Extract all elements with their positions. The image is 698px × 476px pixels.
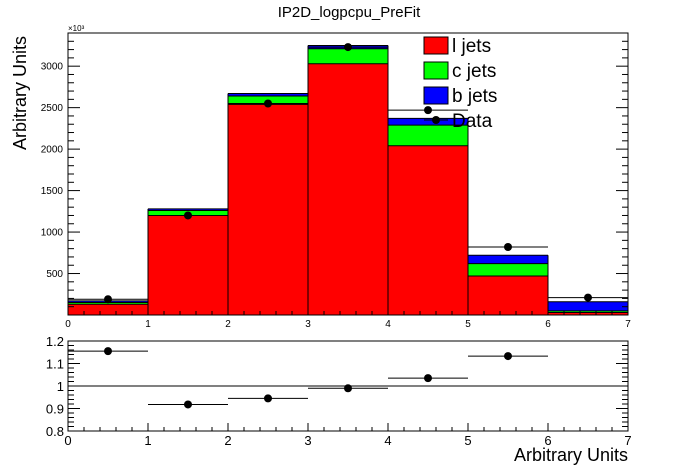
- x-tick-label: 3: [305, 319, 311, 330]
- ratio-y-tick-label: 1.2: [46, 334, 64, 349]
- bar-l-jets-bin-1: [148, 215, 228, 315]
- data-point-0: [104, 295, 112, 304]
- ratio-x-tick-label: 4: [384, 433, 391, 448]
- ratio-x-tick-label: 6: [544, 433, 551, 448]
- ratio-y-tick-label: 1.1: [46, 357, 64, 372]
- data-point-4: [424, 106, 432, 115]
- bar-b-jets-bin-4: [388, 118, 468, 126]
- ratio-x-tick-label: 2: [224, 433, 231, 448]
- y-tick-label: 3000: [41, 62, 64, 73]
- y-axis-multiplier: ×10³: [68, 24, 85, 33]
- bar-b-jets-bin-2: [228, 93, 308, 97]
- bar-c-jets-bin-0: [68, 302, 148, 305]
- x-tick-label: 6: [545, 319, 551, 330]
- bar-l-jets-bin-3: [308, 63, 388, 316]
- main-plot-area: 500 1000 1500 2000 2500 3000 0 1 2 3 4 5 6 7: [41, 32, 631, 330]
- x-tick-label: 0: [65, 319, 71, 330]
- ratio-y-tick-label: 0.9: [46, 402, 64, 417]
- legend-data-marker: [432, 116, 440, 124]
- x-tick-label: 1: [145, 319, 151, 330]
- bar-c-jets-bin-6: [548, 310, 628, 313]
- legend-label-c-jets: c jets: [452, 61, 496, 82]
- ratio-x-tick-label: 7: [624, 433, 631, 448]
- y-tick-label: 2000: [41, 145, 64, 156]
- ratio-point-2: [264, 394, 272, 403]
- data-point-6: [584, 293, 592, 302]
- ratio-point-5: [504, 352, 512, 361]
- bar-l-jets-bin-0: [68, 304, 148, 315]
- data-point-2: [264, 99, 272, 108]
- bar-l-jets-bin-5: [468, 276, 548, 315]
- legend-label-b-jets: b jets: [452, 86, 497, 107]
- bar-l-jets-bin-6: [548, 312, 628, 315]
- ratio-point-3: [344, 384, 352, 393]
- y-tick-label: 2500: [41, 103, 64, 114]
- ratio-plot-area: 0.8 0.9 1 1.1 1.2 0 1 2 3 4 5 6 7: [46, 334, 632, 448]
- ratio-x-axis-title: Arbitrary Units: [514, 445, 628, 465]
- bar-c-jets-bin-3: [308, 48, 388, 64]
- ratio-x-tick-label: 5: [464, 433, 471, 448]
- bar-b-jets-bin-5: [468, 255, 548, 264]
- bar-c-jets-bin-4: [388, 125, 468, 146]
- ratio-x-tick-label: 1: [144, 433, 151, 448]
- data-point-5: [504, 242, 512, 251]
- data-point-1: [184, 211, 192, 220]
- bar-b-jets-bin-1: [148, 208, 228, 211]
- y-tick-label: 1500: [41, 186, 64, 197]
- x-tick-label: 2: [225, 319, 231, 330]
- ratio-y-tick-label: 1: [57, 379, 64, 394]
- legend-swatch-b-jets: [423, 86, 449, 105]
- ratio-point-4: [424, 374, 432, 383]
- ratio-point-0: [104, 347, 112, 356]
- legend: l jets c jets b jets Data: [423, 36, 497, 132]
- legend-swatch-c-jets: [423, 61, 449, 80]
- bar-b-jets-bin-6: [548, 301, 628, 311]
- y-tick-label: 1000: [41, 228, 64, 239]
- data-point-3: [344, 43, 352, 52]
- ratio-x-tick-label: 3: [304, 433, 311, 448]
- bar-l-jets-bin-2: [228, 104, 308, 316]
- legend-swatch-l-jets: [423, 36, 449, 55]
- x-tick-label: 5: [465, 319, 471, 330]
- y-axis-title: Arbitrary Units: [10, 36, 30, 150]
- legend-label-l-jets: l jets: [452, 36, 491, 57]
- chart-title: IP2D_logpcpu_PreFit: [278, 4, 421, 21]
- y-tick-label: 500: [46, 269, 63, 280]
- legend-label-Data: Data: [452, 111, 493, 132]
- ratio-y-tick-label: 0.8: [46, 424, 64, 439]
- bar-l-jets-bin-4: [388, 145, 468, 315]
- bar-c-jets-bin-5: [468, 263, 548, 277]
- x-tick-label: 4: [385, 319, 391, 330]
- ratio-x-tick-label: 0: [64, 433, 71, 448]
- x-tick-label: 7: [625, 319, 631, 330]
- ratio-point-1: [184, 400, 192, 409]
